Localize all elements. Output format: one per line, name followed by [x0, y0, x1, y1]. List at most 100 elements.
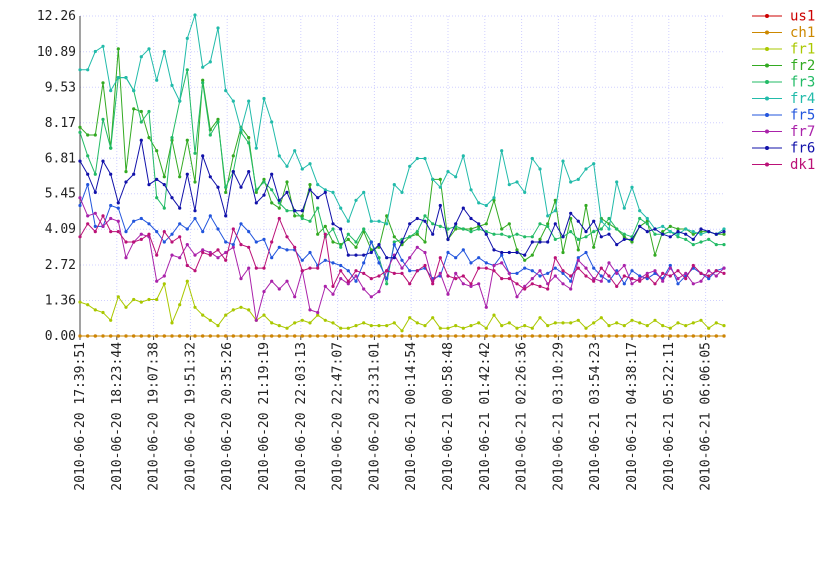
- data-point: [668, 235, 672, 239]
- axes: 12.26 10.89 9.53 8.17 6.81 5.45 4.09 2.72 1.36 0.…: [37, 9, 724, 491]
- data-point: [78, 235, 82, 239]
- data-point: [477, 201, 481, 205]
- data-point: [676, 227, 680, 231]
- data-point: [668, 274, 672, 278]
- data-point: [162, 240, 166, 244]
- data-point: [109, 318, 113, 322]
- data-point: [86, 183, 90, 187]
- data-point: [346, 279, 350, 283]
- data-point: [691, 282, 695, 286]
- data-point: [162, 230, 166, 234]
- data-point: [323, 334, 327, 338]
- data-point: [300, 167, 304, 171]
- data-point: [377, 219, 381, 223]
- data-point: [86, 68, 90, 72]
- data-point: [569, 279, 573, 283]
- data-point: [178, 222, 182, 226]
- y-tick-label: 5.45: [45, 187, 76, 202]
- data-point: [661, 334, 665, 338]
- data-point: [101, 214, 105, 218]
- data-point: [569, 274, 573, 278]
- data-point: [408, 334, 412, 338]
- data-point: [231, 227, 235, 231]
- data-point: [147, 222, 151, 226]
- data-point: [216, 117, 220, 121]
- x-tick-label: 2010-06-21 06:06:05: [699, 342, 714, 491]
- data-point: [162, 175, 166, 179]
- data-point: [553, 334, 557, 338]
- data-point: [86, 172, 90, 176]
- data-point: [224, 240, 228, 244]
- data-point: [155, 230, 159, 234]
- data-point: [722, 232, 726, 236]
- data-point: [116, 295, 120, 299]
- data-point: [392, 243, 396, 247]
- data-point: [116, 219, 120, 223]
- data-point: [607, 279, 611, 283]
- data-point: [101, 224, 105, 228]
- data-point: [500, 261, 504, 265]
- data-point: [408, 235, 412, 239]
- data-point: [170, 240, 174, 244]
- data-point: [607, 216, 611, 221]
- data-point: [270, 279, 274, 283]
- data-point: [377, 324, 381, 328]
- data-point: [262, 334, 266, 338]
- data-point: [78, 196, 82, 200]
- data-point: [231, 308, 235, 312]
- data-point: [346, 219, 350, 223]
- data-point: [201, 248, 205, 252]
- data-point: [155, 253, 159, 257]
- data-point: [668, 266, 672, 270]
- data-point: [178, 99, 182, 103]
- data-point: [316, 334, 320, 338]
- data-point: [484, 334, 488, 338]
- y-tick-label: 0.00: [45, 329, 76, 344]
- data-point: [339, 334, 343, 338]
- data-point: [561, 250, 565, 255]
- data-point: [553, 266, 557, 270]
- x-tick-label: 2010-06-21 05:22:11: [662, 342, 677, 491]
- data-point: [576, 266, 580, 270]
- data-point: [155, 149, 159, 153]
- data-point: [553, 209, 557, 213]
- data-point: [691, 263, 695, 268]
- data-point: [109, 216, 113, 221]
- data-point: [139, 109, 143, 114]
- data-point: [369, 219, 373, 223]
- data-point: [492, 248, 496, 252]
- data-point: [116, 206, 120, 210]
- x-tick-label: 2010-06-21 02:26:36: [515, 342, 530, 491]
- data-point: [592, 321, 596, 325]
- data-point: [362, 271, 366, 275]
- data-point: [346, 237, 350, 241]
- data-point: [139, 334, 143, 338]
- data-point: [477, 282, 481, 286]
- data-point: [147, 183, 151, 187]
- data-point: [538, 240, 542, 244]
- data-point: [162, 183, 166, 187]
- data-point: [523, 324, 527, 328]
- data-point: [438, 177, 442, 181]
- data-point: [630, 185, 634, 189]
- data-point: [477, 227, 481, 231]
- data-point: [86, 133, 90, 137]
- data-point: [676, 277, 680, 281]
- data-point: [224, 334, 228, 338]
- data-point: [339, 269, 343, 273]
- data-point: [116, 201, 120, 205]
- data-point: [423, 214, 427, 218]
- data-point: [438, 203, 442, 208]
- data-point: [224, 214, 228, 218]
- data-point: [293, 334, 297, 338]
- data-point: [239, 222, 243, 226]
- data-point: [684, 334, 688, 338]
- data-point: [492, 196, 496, 200]
- data-point: [676, 230, 680, 234]
- data-point: [354, 245, 358, 249]
- data-point: [538, 334, 542, 338]
- data-point: [231, 170, 235, 174]
- legend-item-fr6: fr6: [752, 141, 815, 157]
- data-point: [400, 266, 404, 270]
